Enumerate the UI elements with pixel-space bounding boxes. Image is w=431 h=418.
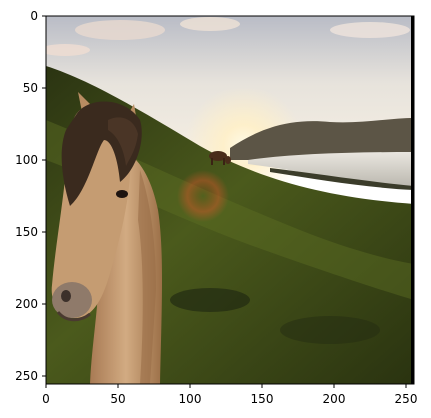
y-tick-label: 250 bbox=[15, 369, 38, 383]
mountain bbox=[230, 118, 414, 160]
y-axis: 0 50 100 150 200 250 bbox=[15, 9, 46, 383]
image-edge bbox=[411, 16, 414, 384]
distant-horse bbox=[209, 151, 231, 165]
x-axis: 0 50 100 150 200 250 bbox=[42, 384, 417, 406]
lens-flare bbox=[177, 170, 229, 222]
y-tick-label: 150 bbox=[15, 225, 38, 239]
x-tick-label: 200 bbox=[323, 392, 346, 406]
x-tick-label: 0 bbox=[42, 392, 50, 406]
cloud bbox=[46, 44, 90, 56]
y-tick-label: 100 bbox=[15, 153, 38, 167]
horse bbox=[51, 92, 162, 384]
cloud bbox=[330, 22, 410, 38]
x-tick-label: 250 bbox=[395, 392, 418, 406]
cloud bbox=[180, 17, 240, 31]
photo bbox=[46, 16, 414, 384]
shoreline bbox=[270, 168, 414, 190]
y-tick-label: 200 bbox=[15, 297, 38, 311]
lake bbox=[248, 152, 414, 188]
dirt-patch bbox=[170, 288, 250, 312]
y-tick-label: 50 bbox=[23, 81, 38, 95]
cloud bbox=[75, 20, 165, 40]
x-tick-label: 50 bbox=[110, 392, 125, 406]
axes-frame bbox=[45, 15, 415, 385]
x-tick-label: 100 bbox=[179, 392, 202, 406]
dirt-patch bbox=[280, 316, 380, 344]
y-tick-label: 0 bbox=[30, 9, 38, 23]
x-tick-label: 150 bbox=[251, 392, 274, 406]
